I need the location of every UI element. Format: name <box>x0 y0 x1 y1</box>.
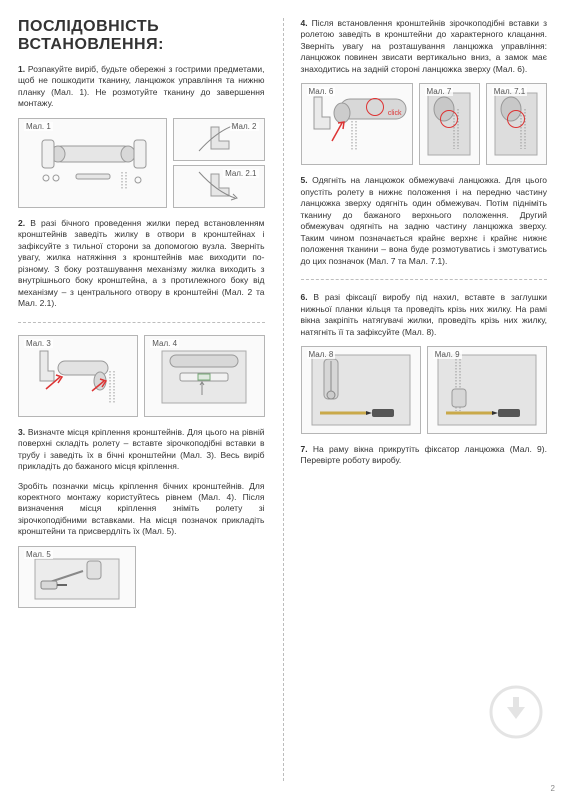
step-text-1: Розпакуйте виріб, будьте обережні з гост… <box>18 64 265 108</box>
highlight-circle-icon <box>440 110 458 128</box>
click-annotation: click <box>388 110 402 117</box>
step-number-6: 6. <box>301 292 308 302</box>
figure-label-4: Мал. 4 <box>150 339 179 348</box>
paragraph-5: 5. Одягніть на ланцюжок обмежувачі ланцю… <box>301 175 548 267</box>
figure-row-1: Мал. 1 Мал. 2 <box>18 118 265 208</box>
step-text-2: В разі бічного проведення жилки перед вс… <box>18 218 265 308</box>
figure-label-1: Мал. 1 <box>24 122 53 131</box>
figure-7: Мал. 7 <box>419 83 480 165</box>
tensioner-icon <box>306 351 416 429</box>
step-number-2: 2. <box>18 218 25 228</box>
highlight-circle-icon <box>366 98 384 116</box>
page-title: ПОСЛІДОВНІСТЬ ВСТАНОВЛЕННЯ: <box>18 18 265 54</box>
figure-label-2-1: Мал. 2.1 <box>223 169 258 178</box>
page-number: 2 <box>551 784 555 793</box>
figure-label-6: Мал. 6 <box>307 87 336 96</box>
chain-fixer-icon <box>432 351 542 429</box>
right-column: 4. Після встановлення кронштейнів зірочк… <box>283 0 565 799</box>
step-number-3: 3. <box>18 427 25 437</box>
figure-row-5: Мал. 8 Мал. 9 <box>301 346 548 434</box>
paragraph-6: 6. В разі фіксації виробу під нахил, вст… <box>301 292 548 338</box>
figure-7-1: Мал. 7.1 <box>486 83 547 165</box>
leveling-icon <box>154 341 254 411</box>
figure-9: Мал. 9 <box>427 346 547 434</box>
step-text-5: Одягніть на ланцюжок обмежувачі ланцюжка… <box>301 175 548 265</box>
figure-row-4: Мал. 6 click Мал. 7 <box>301 83 548 165</box>
figure-label-5: Мал. 5 <box>24 550 53 559</box>
paragraph-7: 7. На раму вікна прикрутіть фіксатор лан… <box>301 444 548 467</box>
roller-parts-icon <box>32 128 152 198</box>
paragraph-1: 1. Розпакуйте виріб, будьте обережні з г… <box>18 64 265 110</box>
figure-label-3: Мал. 3 <box>24 339 53 348</box>
step-number-4: 4. <box>301 18 308 28</box>
step-number-7: 7. <box>301 444 308 454</box>
step-text-3b: Зробіть позначки місць кріплення бічних … <box>18 481 265 537</box>
figure-label-8: Мал. 8 <box>307 350 336 359</box>
paragraph-4: 4. Після встановлення кронштейнів зірочк… <box>301 18 548 75</box>
figure-5: Мал. 5 <box>18 546 136 608</box>
figure-label-9: Мал. 9 <box>433 350 462 359</box>
step-text-4: Після встановлення кронштейнів зірочкопо… <box>301 18 548 74</box>
figure-1: Мал. 1 <box>18 118 167 208</box>
step-number-5: 5. <box>301 175 308 185</box>
figure-2: Мал. 2 <box>173 118 265 161</box>
step-number-1: 1. <box>18 64 25 74</box>
left-column: ПОСЛІДОВНІСТЬ ВСТАНОВЛЕННЯ: 1. Розпакуйт… <box>0 0 283 799</box>
figure-6: Мал. 6 click <box>301 83 413 165</box>
figure-2-1: Мал. 2.1 <box>173 165 265 208</box>
step-text-6: В разі фіксації виробу під нахил, вставт… <box>301 292 548 336</box>
figure-label-7: Мал. 7 <box>425 87 454 96</box>
figure-label-2: Мал. 2 <box>230 122 259 131</box>
click-mount-icon <box>302 89 412 159</box>
step-text-7: На раму вікна прикрутіть фіксатор ланцюж… <box>301 444 547 465</box>
highlight-circle-icon <box>507 110 525 128</box>
figure-4: Мал. 4 <box>144 335 264 417</box>
paragraph-2: 2. В разі бічного проведення жилки перед… <box>18 218 265 310</box>
figure-3: Мал. 3 <box>18 335 138 417</box>
figure-label-7-1: Мал. 7.1 <box>492 87 527 96</box>
watermark-icon <box>489 685 543 739</box>
section-divider-left-1 <box>18 322 265 323</box>
page: ПОСЛІДОВНІСТЬ ВСТАНОВЛЕННЯ: 1. Розпакуйт… <box>0 0 565 799</box>
figure-8: Мал. 8 <box>301 346 421 434</box>
figure-row-2: Мал. 3 Мал. 4 <box>18 335 265 417</box>
step-text-3a: Визначте місця кріплення кронштейнів. Дл… <box>18 427 265 471</box>
assembly-icon <box>28 341 128 411</box>
figure-row-3: Мал. 5 <box>18 546 265 608</box>
section-divider-right-1 <box>301 279 548 280</box>
paragraph-3a: 3. Визначте місця кріплення кронштейнів.… <box>18 427 265 473</box>
paragraph-3b: Зробіть позначки місць кріплення бічних … <box>18 481 265 538</box>
